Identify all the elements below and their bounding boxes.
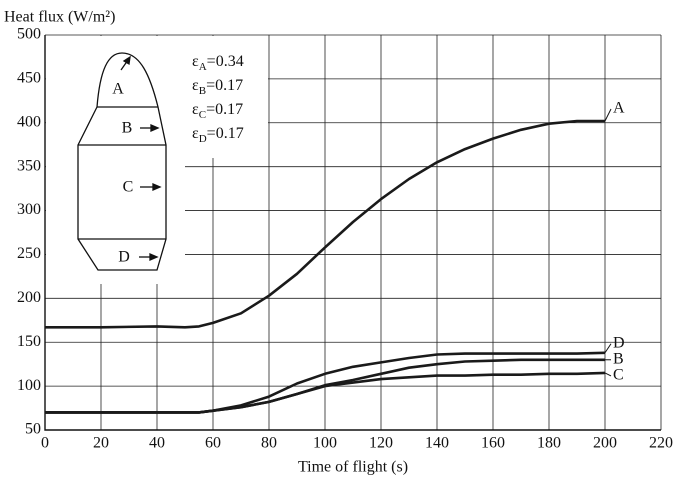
annotation-symbol: ε [192,77,199,94]
arrow-head [122,55,131,66]
annotation: εD=0.17 [192,125,244,145]
series-label: B [613,350,624,367]
y-tick-label: 50 [25,421,41,438]
annotation-text: =0.17 [207,125,244,142]
x-tick-label: 60 [205,435,221,452]
y-tick-label: 450 [17,70,41,87]
y-tick-label: 150 [17,333,41,350]
inset-label: B [122,120,133,137]
annotation-sub: B [199,85,206,97]
inset-diagram: A B C D [77,52,167,271]
series-line [45,371,606,414]
annotation-sub: D [199,133,207,145]
inset-label: C [123,179,134,196]
x-tick-label: 220 [649,435,673,452]
vehicle-outline [77,52,167,271]
annotation-symbol: ε [192,53,199,70]
arrow-head [150,124,160,132]
annotation-text: =0.17 [206,77,243,94]
x-tick-label: 120 [369,435,393,452]
inset-background [46,36,185,284]
x-tick-label: 160 [481,435,505,452]
arrow-head [149,253,159,261]
x-tick-label: 140 [425,435,449,452]
annotation-background [185,36,268,158]
y-tick-label: 300 [17,201,41,218]
y-tick-label: 350 [17,157,41,174]
series-label: A [613,100,625,117]
annotation-sub: C [199,109,206,121]
x-tick-label: 40 [149,435,165,452]
annotation-text: =0.34 [207,53,244,70]
label-leader [604,343,612,354]
annotation-symbol: ε [192,101,199,118]
annotation: εA=0.34 [192,53,244,73]
y-tick-label: 100 [17,377,41,394]
y-axis-label: Heat flux (W/m²) [4,9,115,26]
series-label: D [613,334,625,351]
inset-label: A [112,81,124,98]
arrow-head [152,183,162,191]
axis-frame [44,35,661,431]
x-tick-label: 80 [261,435,277,452]
annotation-text: =0.17 [206,101,243,118]
annotation: εB=0.17 [192,77,243,97]
x-tick-label: 20 [93,435,109,452]
series-line [45,119,605,329]
annotation-symbol: ε [192,125,199,142]
x-tick-label: 200 [593,435,617,452]
x-tick-label: 180 [537,435,561,452]
label-leader [604,372,612,377]
y-tick-label: 500 [17,26,41,43]
x-tick-label: 100 [313,435,337,452]
annotation: εC=0.17 [192,101,243,121]
x-tick-label: 0 [41,435,49,452]
y-tick-label: 250 [17,245,41,262]
inset-label: D [118,249,130,266]
series-label: C [613,367,624,384]
x-axis-label: Time of flight (s) [298,459,408,476]
label-leader [604,108,612,122]
y-tick-label: 200 [17,289,41,306]
annotation-sub: A [199,61,207,73]
y-tick-label: 400 [17,113,41,130]
